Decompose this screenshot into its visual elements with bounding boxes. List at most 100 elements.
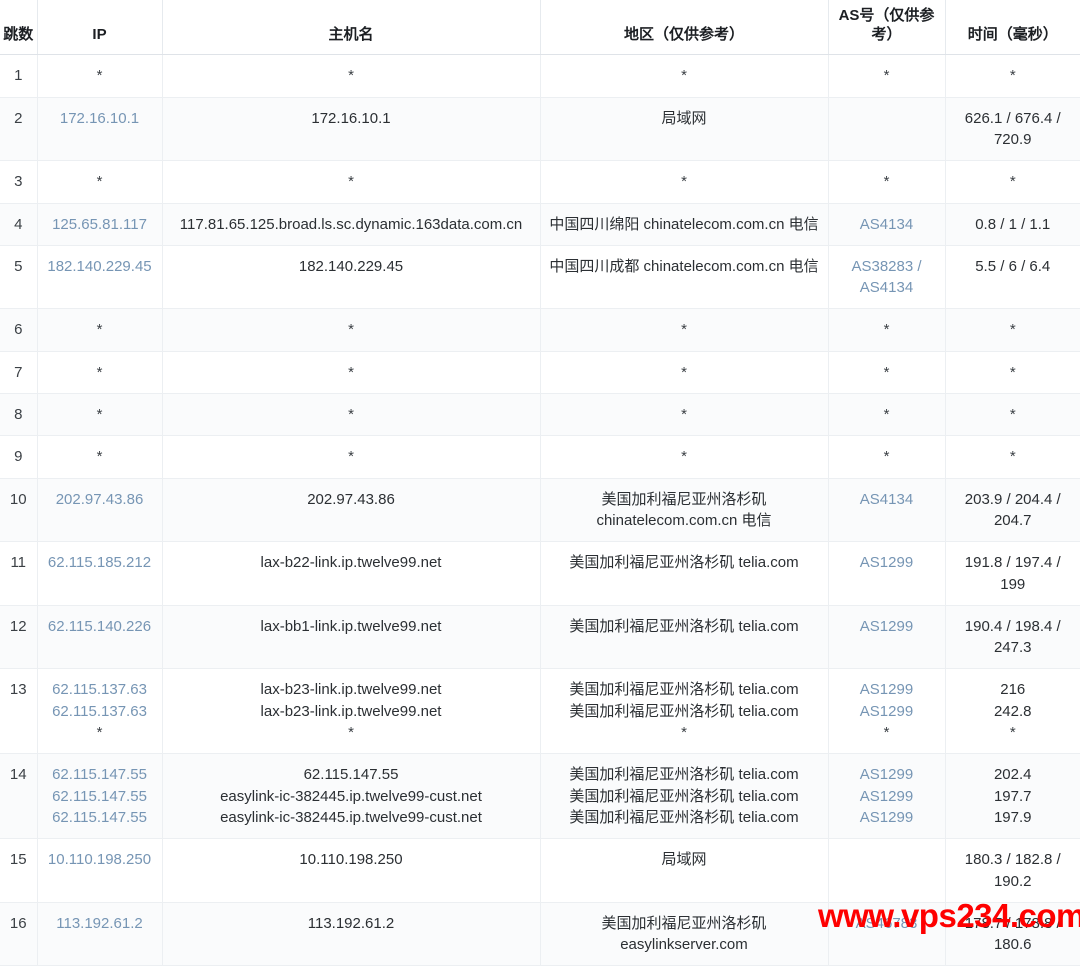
ip-link[interactable]: 62.115.185.212 xyxy=(47,554,152,572)
as-line[interactable]: AS46783 xyxy=(835,913,939,934)
cell-ip[interactable]: 62.115.140.226 xyxy=(37,605,163,670)
cell-as[interactable]: AS38283 / AS4134 xyxy=(828,245,946,310)
geo-line: * xyxy=(681,448,687,466)
ip-link[interactable]: 113.192.61.2 xyxy=(56,914,143,932)
cell-ip[interactable]: 62.115.147.55 62.115.147.55 62.115.147.55 xyxy=(37,753,163,840)
as-line[interactable]: AS1299 xyxy=(835,679,939,700)
time-line: 178.7 / 178.8 / 180.6 xyxy=(964,914,1061,954)
ip-line[interactable]: 62.115.147.55 xyxy=(44,764,156,785)
ip-line[interactable]: 113.192.61.2 xyxy=(44,913,156,934)
host-line: * xyxy=(348,448,354,466)
ip-link[interactable]: 202.97.43.86 xyxy=(55,490,144,508)
as-link[interactable]: AS1299 xyxy=(859,702,914,720)
ip-link[interactable]: 172.16.10.1 xyxy=(59,109,140,127)
cell-ip[interactable]: 202.97.43.86 xyxy=(37,478,163,543)
cell-as[interactable]: AS1299 xyxy=(828,605,946,670)
ip-link[interactable]: 62.115.140.226 xyxy=(47,617,152,635)
as-link[interactable]: AS1299 xyxy=(859,617,914,635)
ip-link[interactable]: 62.115.137.63 xyxy=(52,702,147,720)
ip-line: * xyxy=(96,406,103,424)
column-header-as[interactable]: AS号（仅供参考） xyxy=(828,0,946,56)
cell-ip[interactable]: 172.16.10.1 xyxy=(37,97,163,162)
cell-ip: * xyxy=(37,435,163,479)
as-line[interactable]: AS4134 xyxy=(835,489,939,510)
cell-geo: 美国加利福尼亚州洛杉矶 telia.com xyxy=(540,605,829,670)
geo-line: 美国加利福尼亚州洛杉矶 easylinkserver.com xyxy=(601,914,767,954)
ip-line[interactable]: 182.140.229.45 xyxy=(44,256,156,277)
ip-line[interactable]: 62.115.140.226 xyxy=(44,616,156,637)
ip-link[interactable]: 182.140.229.45 xyxy=(47,257,152,275)
as-link[interactable]: AS1299 xyxy=(859,554,914,572)
cell-time: * xyxy=(945,393,1080,437)
cell-geo: 美国加利福尼亚州洛杉矶 telia.com xyxy=(540,541,829,606)
as-line[interactable]: AS1299 xyxy=(835,764,939,785)
column-header-host[interactable]: 主机名 xyxy=(162,0,541,56)
ip-line: * xyxy=(96,67,103,85)
ip-line[interactable]: 62.115.147.55 xyxy=(44,807,156,828)
cell-as[interactable]: AS1299 AS1299 * xyxy=(828,668,946,755)
as-line[interactable]: AS38283 / AS4134 xyxy=(835,256,939,299)
as-link[interactable]: AS1299 xyxy=(859,766,914,784)
time-line: 202.4 xyxy=(993,766,1032,784)
ip-line[interactable]: 10.110.198.250 xyxy=(44,849,156,870)
cell-ip[interactable]: 62.115.185.212 xyxy=(37,541,163,606)
ip-link[interactable]: 10.110.198.250 xyxy=(47,851,152,869)
as-link[interactable]: AS4134 xyxy=(859,215,914,233)
cell-ip[interactable]: 10.110.198.250 xyxy=(37,838,163,903)
cell-host: * xyxy=(162,160,541,204)
cell-as[interactable]: AS4134 xyxy=(828,203,946,246)
cell-geo: 局域网 xyxy=(540,97,829,162)
ip-link[interactable]: 62.115.147.55 xyxy=(52,766,147,784)
cell-as[interactable]: AS1299 AS1299 AS1299 xyxy=(828,753,946,840)
as-link[interactable]: AS1299 xyxy=(859,681,914,699)
cell-as[interactable]: AS46783 xyxy=(828,902,946,966)
as-line[interactable]: AS1299 xyxy=(835,701,939,722)
time-line: * xyxy=(1009,448,1016,466)
table-row: 1 * * * * * xyxy=(0,54,1080,98)
cell-ip[interactable]: 62.115.137.63 62.115.137.63 * xyxy=(37,668,163,755)
column-header-time[interactable]: 时间（毫秒） xyxy=(945,0,1080,56)
column-header-hop[interactable]: 跳数 xyxy=(0,0,38,56)
ip-line[interactable]: 202.97.43.86 xyxy=(44,489,156,510)
table-header: 跳数 IP 主机名 地区（仅供参考） AS号（仅供参考） 时间（毫秒） xyxy=(0,0,1080,56)
as-link[interactable]: AS1299 xyxy=(859,787,914,805)
cell-geo: * xyxy=(540,393,829,437)
column-header-ip[interactable]: IP xyxy=(37,0,163,56)
as-line[interactable]: AS1299 xyxy=(835,552,939,573)
geo-line: 局域网 xyxy=(661,109,707,127)
ip-link[interactable]: 62.115.137.63 xyxy=(52,681,147,699)
as-link[interactable]: AS46783 xyxy=(855,914,918,932)
ip-line[interactable]: 62.115.147.55 xyxy=(44,786,156,807)
cell-hop: 5 xyxy=(0,245,38,310)
as-line[interactable]: AS1299 xyxy=(835,786,939,807)
as-line[interactable]: AS1299 xyxy=(835,616,939,637)
cell-as[interactable]: AS4134 xyxy=(828,478,946,543)
cell-hop: 12 xyxy=(0,605,38,670)
ip-line[interactable]: 125.65.81.117 xyxy=(44,214,156,235)
cell-ip[interactable]: 182.140.229.45 xyxy=(37,245,163,310)
ip-line[interactable]: 62.115.185.212 xyxy=(44,552,156,573)
column-header-geo[interactable]: 地区（仅供参考） xyxy=(540,0,829,56)
ip-line[interactable]: 62.115.137.63 xyxy=(44,701,156,722)
cell-ip[interactable]: 113.192.61.2 xyxy=(37,902,163,966)
ip-link[interactable]: 125.65.81.117 xyxy=(52,215,147,233)
as-link[interactable]: AS38283 / AS4134 xyxy=(851,257,922,297)
cell-host: lax-bb1-link.ip.twelve99.net xyxy=(162,605,541,670)
as-line[interactable]: AS1299 xyxy=(835,807,939,828)
cell-time: 202.4 197.7 197.9 xyxy=(945,753,1080,840)
ip-line: * xyxy=(96,363,103,381)
cell-geo: 中国四川绵阳 chinatelecom.com.cn 电信 xyxy=(540,203,829,246)
cell-ip: * xyxy=(37,351,163,395)
time-line: 216 xyxy=(1000,681,1026,699)
ip-line[interactable]: 172.16.10.1 xyxy=(44,108,156,129)
as-line[interactable]: AS4134 xyxy=(835,214,939,235)
host-line: 172.16.10.1 xyxy=(311,109,391,127)
cell-as[interactable]: AS1299 xyxy=(828,541,946,606)
as-link[interactable]: AS4134 xyxy=(859,490,914,508)
ip-link[interactable]: 62.115.147.55 xyxy=(52,787,147,805)
host-line: 10.110.198.250 xyxy=(299,851,403,869)
ip-line[interactable]: 62.115.137.63 xyxy=(44,679,156,700)
cell-ip[interactable]: 125.65.81.117 xyxy=(37,203,163,246)
ip-link[interactable]: 62.115.147.55 xyxy=(52,808,147,826)
as-link[interactable]: AS1299 xyxy=(859,808,914,826)
